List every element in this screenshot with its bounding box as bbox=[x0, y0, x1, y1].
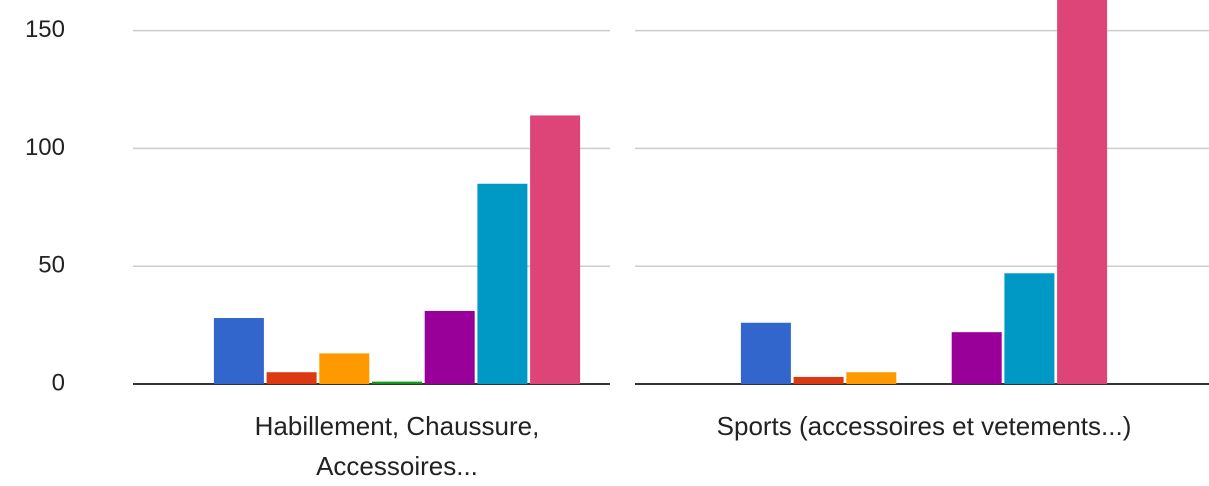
y-tick-label: 50 bbox=[38, 252, 65, 279]
bar bbox=[530, 115, 581, 385]
bar bbox=[266, 372, 317, 384]
bar bbox=[1004, 273, 1055, 384]
bar bbox=[213, 318, 264, 384]
bar bbox=[1057, 0, 1108, 384]
y-tick-label: 100 bbox=[25, 134, 65, 161]
bar bbox=[951, 332, 1002, 384]
bar bbox=[846, 372, 897, 384]
x-tick-label: Habillement, Chaussure, Accessoires... bbox=[254, 411, 540, 481]
y-tick-label: 0 bbox=[52, 369, 65, 396]
y-tick-label: 150 bbox=[25, 16, 65, 43]
x-tick-label: Sports (accessoires et vetements...) bbox=[716, 411, 1132, 441]
bar bbox=[372, 381, 422, 384]
bar bbox=[319, 353, 370, 384]
bar bbox=[424, 310, 475, 384]
bar bbox=[477, 183, 528, 384]
bar bbox=[740, 322, 791, 384]
bar bbox=[793, 376, 844, 384]
